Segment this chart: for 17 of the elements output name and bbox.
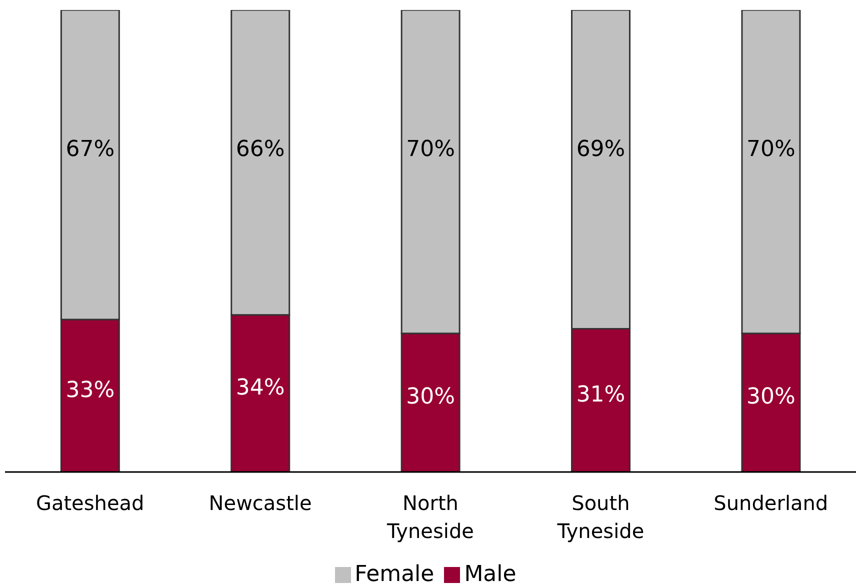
data-label: 70% xyxy=(746,137,796,162)
data-label: 66% xyxy=(236,137,285,162)
x-tick-label: South Tyneside xyxy=(556,491,644,543)
x-tick-label: Gateshead xyxy=(36,491,144,515)
x-tick-label: Sunderland xyxy=(714,491,828,515)
data-label: 31% xyxy=(576,382,626,408)
x-tick-label: North Tyneside xyxy=(386,491,474,543)
data-label: 33% xyxy=(66,378,115,403)
x-tick-label: Newcastle xyxy=(208,491,312,515)
data-label: 34% xyxy=(236,375,285,400)
data-label: 69% xyxy=(576,137,626,162)
legend-label: Female xyxy=(354,562,434,587)
data-label: 30% xyxy=(406,384,456,410)
data-label: 67% xyxy=(66,137,115,162)
data-label: 30% xyxy=(746,384,796,410)
legend-label: Male xyxy=(464,562,516,587)
data-label: 70% xyxy=(406,137,456,162)
